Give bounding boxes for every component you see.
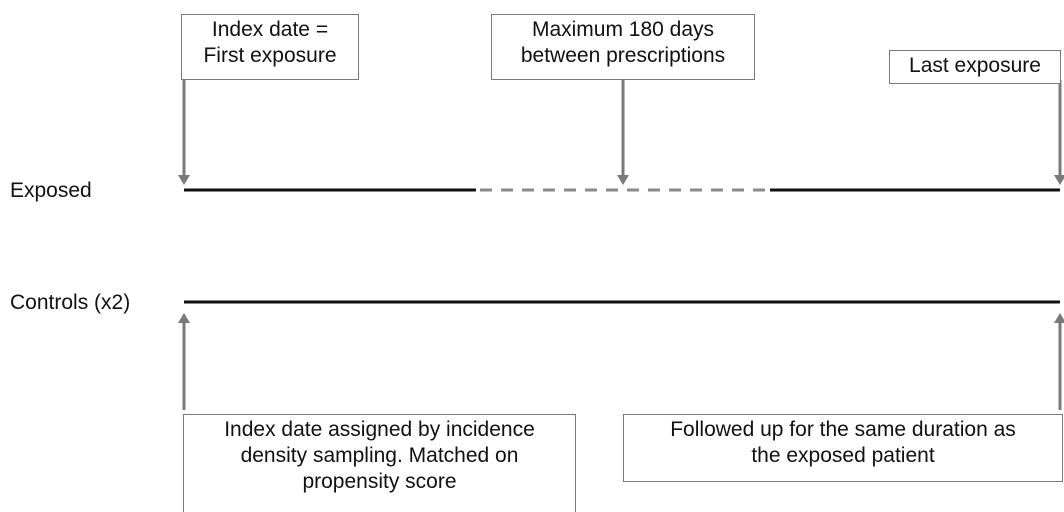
max-days-box: Maximum 180 days between prescriptions bbox=[491, 14, 755, 80]
control-index-line-1: Index date assigned by incidence bbox=[224, 418, 535, 441]
max-days-line-2: between prescriptions bbox=[520, 44, 726, 67]
control-index-line-3: propensity score bbox=[302, 470, 457, 493]
followed-up-line-2: the exposed patient bbox=[751, 444, 935, 467]
followed-up-line-1: Followed up for the same duration as bbox=[670, 418, 1016, 441]
max-days-line-1: Maximum 180 days bbox=[531, 18, 715, 41]
control-index-box: Index date assigned by incidence density… bbox=[183, 414, 576, 512]
controls-row-label: Controls (x2) bbox=[10, 291, 131, 314]
index-date-box: Index date = First exposure bbox=[181, 14, 359, 80]
followed-up-box: Followed up for the same duration as the… bbox=[623, 414, 1063, 482]
index-date-line-1: Index date = bbox=[211, 18, 329, 41]
index-date-line-2: First exposure bbox=[203, 44, 337, 67]
exposed-row-label: Exposed bbox=[10, 179, 92, 202]
control-index-line-2: density sampling. Matched on bbox=[240, 444, 519, 467]
last-exposure-box: Last exposure bbox=[889, 50, 1061, 84]
last-exposure-line-1: Last exposure bbox=[909, 54, 1041, 77]
